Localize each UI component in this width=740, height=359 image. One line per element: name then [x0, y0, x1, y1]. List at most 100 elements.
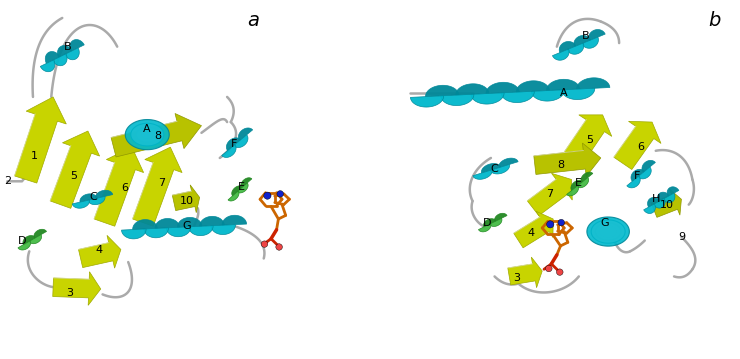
Polygon shape — [576, 78, 610, 89]
Polygon shape — [508, 257, 542, 288]
Text: E: E — [238, 182, 245, 192]
Text: 6: 6 — [121, 183, 128, 194]
Polygon shape — [166, 227, 191, 237]
Text: A: A — [560, 88, 568, 98]
Polygon shape — [653, 199, 665, 208]
Polygon shape — [471, 93, 504, 104]
Polygon shape — [18, 241, 30, 250]
Text: 6: 6 — [638, 142, 645, 152]
Polygon shape — [121, 229, 146, 239]
Polygon shape — [73, 200, 90, 208]
Polygon shape — [514, 211, 554, 248]
Polygon shape — [222, 145, 236, 158]
Polygon shape — [70, 39, 84, 51]
Circle shape — [558, 219, 565, 226]
Polygon shape — [15, 97, 67, 183]
Text: 2: 2 — [4, 176, 11, 186]
Polygon shape — [53, 54, 67, 66]
Polygon shape — [613, 121, 661, 169]
Polygon shape — [631, 169, 645, 181]
Polygon shape — [582, 37, 599, 48]
Polygon shape — [23, 236, 36, 245]
Polygon shape — [534, 143, 601, 177]
Circle shape — [263, 192, 271, 199]
Polygon shape — [596, 223, 621, 240]
Polygon shape — [95, 190, 112, 199]
Polygon shape — [34, 229, 47, 238]
Text: B: B — [64, 42, 72, 52]
Polygon shape — [232, 186, 243, 196]
Polygon shape — [155, 219, 180, 228]
Polygon shape — [425, 85, 459, 97]
Polygon shape — [546, 79, 579, 91]
Polygon shape — [132, 147, 182, 226]
Polygon shape — [178, 218, 202, 227]
Text: F: F — [634, 171, 641, 181]
Polygon shape — [111, 113, 201, 157]
Polygon shape — [131, 123, 164, 146]
Text: a: a — [246, 11, 259, 30]
Text: b: b — [708, 11, 721, 30]
Text: C: C — [90, 192, 97, 202]
Polygon shape — [638, 167, 651, 179]
Text: 4: 4 — [528, 228, 535, 238]
Polygon shape — [482, 163, 501, 173]
Text: E: E — [575, 178, 582, 188]
Polygon shape — [576, 177, 588, 188]
Polygon shape — [58, 46, 72, 57]
Polygon shape — [200, 216, 224, 226]
Polygon shape — [489, 218, 502, 227]
Text: 1: 1 — [31, 151, 38, 161]
Polygon shape — [648, 197, 659, 207]
Text: 3: 3 — [513, 273, 520, 283]
Polygon shape — [587, 217, 630, 246]
Text: 3: 3 — [66, 288, 73, 298]
Circle shape — [276, 244, 283, 250]
Polygon shape — [494, 213, 507, 222]
Text: A: A — [143, 124, 150, 134]
Polygon shape — [45, 52, 60, 64]
Polygon shape — [144, 228, 169, 238]
Polygon shape — [574, 36, 591, 47]
Polygon shape — [142, 131, 152, 138]
Polygon shape — [125, 120, 169, 150]
Polygon shape — [567, 43, 584, 54]
Polygon shape — [667, 187, 679, 196]
Text: F: F — [231, 139, 238, 149]
Text: 8: 8 — [557, 160, 564, 170]
Circle shape — [556, 269, 563, 275]
Polygon shape — [238, 183, 248, 193]
Text: 9: 9 — [678, 232, 685, 242]
Text: 7: 7 — [158, 178, 165, 188]
Polygon shape — [627, 176, 640, 188]
Polygon shape — [29, 235, 41, 244]
Polygon shape — [88, 196, 105, 205]
Polygon shape — [644, 204, 656, 214]
Polygon shape — [473, 170, 492, 180]
Polygon shape — [531, 90, 565, 101]
Polygon shape — [657, 192, 669, 202]
Polygon shape — [491, 164, 510, 174]
Polygon shape — [78, 236, 121, 268]
Polygon shape — [651, 189, 682, 217]
Polygon shape — [553, 49, 569, 60]
Text: D: D — [483, 218, 491, 228]
Text: 8: 8 — [154, 131, 161, 141]
Polygon shape — [211, 225, 235, 234]
Polygon shape — [94, 147, 144, 226]
Polygon shape — [50, 131, 100, 208]
Circle shape — [547, 221, 554, 228]
Polygon shape — [559, 42, 576, 53]
Polygon shape — [581, 172, 593, 182]
Polygon shape — [564, 115, 612, 164]
Circle shape — [545, 265, 552, 272]
Text: B: B — [582, 31, 590, 41]
Text: 5: 5 — [70, 171, 77, 181]
Polygon shape — [456, 84, 489, 95]
Polygon shape — [132, 220, 158, 229]
Polygon shape — [562, 88, 595, 99]
Polygon shape — [241, 178, 252, 188]
Text: G: G — [600, 218, 609, 228]
Polygon shape — [499, 158, 518, 168]
Polygon shape — [642, 160, 656, 172]
